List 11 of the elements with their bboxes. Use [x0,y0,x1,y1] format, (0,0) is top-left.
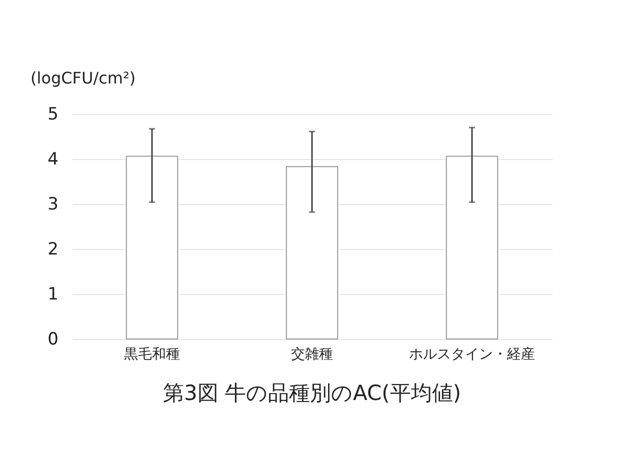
y-axis-title: (logCFU/cm²) [30,68,136,88]
y-tick-label: 5 [48,104,58,124]
text: 第3図 牛の品種別のAC(平均値) [162,381,462,405]
y-tick-label: 0 [48,330,58,350]
x-tick-label: 交雑種 [291,346,333,362]
y-tick-label: 1 [48,284,58,304]
y-tick-label: 4 [48,150,58,170]
x-tick-label: 黒毛和種 [124,346,180,362]
y-tick-label: 2 [48,240,58,260]
x-tick-label: ホルスタイン・経産 [409,346,535,362]
y-tick-label: 3 [48,194,58,214]
